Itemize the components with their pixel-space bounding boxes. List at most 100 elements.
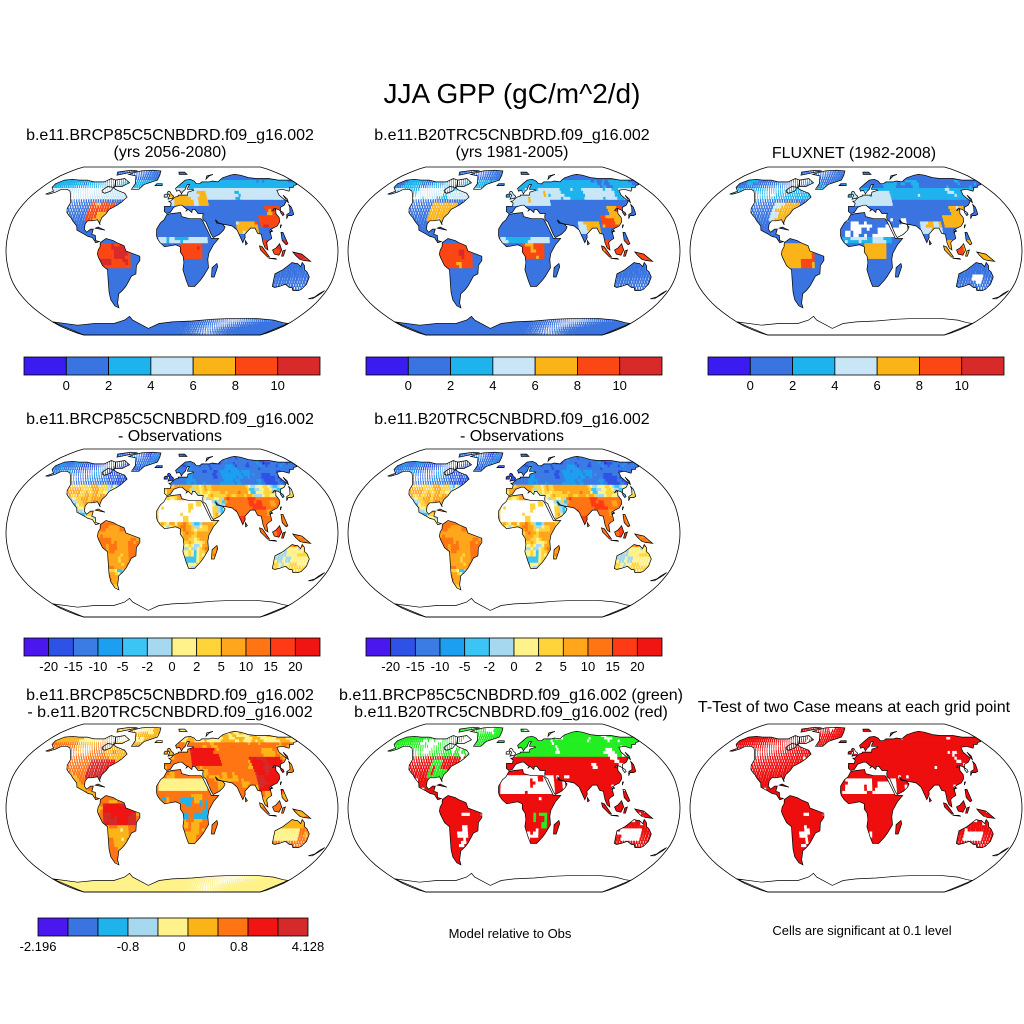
- coastline-northAmerica: [729, 178, 812, 244]
- colorbar-label: -20: [39, 659, 58, 674]
- coastline-britain: [851, 190, 859, 200]
- colorbar-swatch: [48, 637, 74, 657]
- colorbar-label: 2: [193, 659, 200, 674]
- colorbar-swatch: [235, 356, 279, 376]
- colorbar-panel-2: 0 2 4 6 8 10: [364, 356, 700, 397]
- coastline-northAmerica: [387, 178, 470, 244]
- colorbar-swatch: [749, 356, 793, 376]
- coastline-africa: [156, 769, 220, 844]
- coastline-northAmerica: [729, 735, 812, 801]
- coastline-sriLanka: [928, 239, 932, 246]
- colorbar-swatch: [587, 637, 614, 657]
- coastline-sulawesi: [623, 531, 628, 539]
- colorbar-panel-6-svg: -2.196 -0.8 0 0.8 4.128: [20, 917, 324, 954]
- colorbar-swatch: [157, 917, 189, 937]
- panel-5-title-line2: - Observations: [342, 428, 682, 445]
- coastline-hainan: [953, 229, 958, 234]
- coastline-antarctica: [736, 872, 974, 893]
- colorbar-swatch: [127, 917, 159, 937]
- coastline-cuba: [436, 783, 448, 788]
- coastline-australia: [613, 818, 652, 848]
- colorbar-label: -2: [142, 659, 154, 674]
- coastline-svalbard: [862, 171, 872, 175]
- colorbar-swatch: [192, 356, 236, 376]
- coastline-java: [610, 539, 619, 542]
- map-panel-1: [4, 165, 340, 337]
- colorbar-swatch: [187, 917, 219, 937]
- coastline-taiwan: [621, 781, 625, 786]
- map-panel-3: [688, 165, 1024, 337]
- coastline-novaya: [889, 731, 898, 738]
- panel-3-title-line1: FLUXNET (1982-2008): [684, 145, 1024, 162]
- colorbar-panel-4-svg: -20 -15 -10 -5 -2 0 2 5 10 15 20: [23, 637, 321, 674]
- colorbar-label: 0: [63, 378, 70, 393]
- coastline-philippines: [964, 788, 973, 803]
- coastline-java: [610, 814, 619, 817]
- coastline-greenland: [127, 169, 162, 190]
- coastline-britain: [509, 472, 517, 482]
- coastline-hainan: [611, 511, 616, 516]
- colorbar-label: 8: [574, 378, 581, 393]
- colorbar-swatch: [792, 356, 836, 376]
- coastline-australia: [955, 818, 994, 848]
- colorbar-label: 0: [747, 378, 754, 393]
- coastline-ireland: [505, 750, 510, 755]
- coastline-eurasia: [163, 174, 298, 251]
- coastline-cuba: [94, 783, 106, 788]
- map-panel-2-border: [347, 166, 681, 336]
- colorbar-swatch: [72, 637, 99, 657]
- coastline-ellesmere: [458, 451, 480, 458]
- coastline-cuba: [778, 783, 790, 788]
- coastline-eurasia: [847, 174, 982, 251]
- coastline-africa: [498, 769, 562, 844]
- colorbar-panel-1: 0 2 4 6 8 10: [22, 356, 358, 397]
- colorbar-swatch: [919, 356, 963, 376]
- coastline-hainan: [611, 786, 616, 791]
- coastline-sumatra: [259, 245, 271, 258]
- coastline-svalbard: [178, 453, 188, 457]
- colorbar-label: 2: [789, 378, 796, 393]
- coastline-baffin: [456, 735, 473, 744]
- coastline-taiwan: [621, 224, 625, 229]
- coastline-ireland: [505, 475, 510, 480]
- coastline-iceland: [496, 465, 505, 468]
- coastline-northAmerica: [387, 735, 470, 801]
- colorbar-label: 0: [510, 659, 517, 674]
- colorbar-label: 10: [954, 378, 968, 393]
- colorbar-label: 10: [239, 659, 253, 674]
- colorbar-label: -15: [64, 659, 83, 674]
- panel-8-title-line1: T-Test of two Case means at each grid po…: [684, 699, 1024, 716]
- coastline-britain: [167, 190, 175, 200]
- coastline-greenland: [811, 169, 846, 190]
- colorbar-swatch: [67, 917, 99, 937]
- colorbar-swatch: [577, 356, 621, 376]
- coastline-africa: [156, 494, 220, 569]
- coastline-southAmerica: [781, 795, 825, 866]
- coastline-greenland: [469, 169, 504, 190]
- map-panel-4-border: [5, 448, 339, 618]
- coastline-eurasia: [847, 731, 982, 808]
- colorbar-label: 6: [531, 378, 538, 393]
- map-panel-8-border: [689, 723, 1023, 893]
- coastline-madagascar: [211, 544, 219, 560]
- coastline-baffin: [798, 178, 815, 187]
- coastline-sumatra: [943, 802, 955, 815]
- colorbar-label: 0: [405, 378, 412, 393]
- coastline-borneo: [272, 799, 283, 813]
- coastline-newGuinea: [633, 808, 654, 819]
- colorbar-label: 20: [630, 659, 644, 674]
- coastline-philippines: [280, 513, 289, 528]
- colorbar-label: 10: [612, 378, 626, 393]
- coastline-sakhalin: [624, 751, 631, 761]
- colorbar-swatch: [65, 356, 109, 376]
- coastline-svalbard: [520, 453, 530, 457]
- coastline-japan: [286, 760, 295, 776]
- coastline-eurasia: [163, 731, 298, 808]
- colorbar-swatch: [450, 356, 494, 376]
- map-panel-6-svg: [5, 723, 339, 893]
- colorbar-label: -10: [431, 659, 450, 674]
- coastline-madagascar: [553, 544, 561, 560]
- coastline-africa: [840, 212, 904, 287]
- coastline-sumatra: [259, 802, 271, 815]
- panel-2-title-line2: (yrs 1981-2005): [342, 144, 682, 161]
